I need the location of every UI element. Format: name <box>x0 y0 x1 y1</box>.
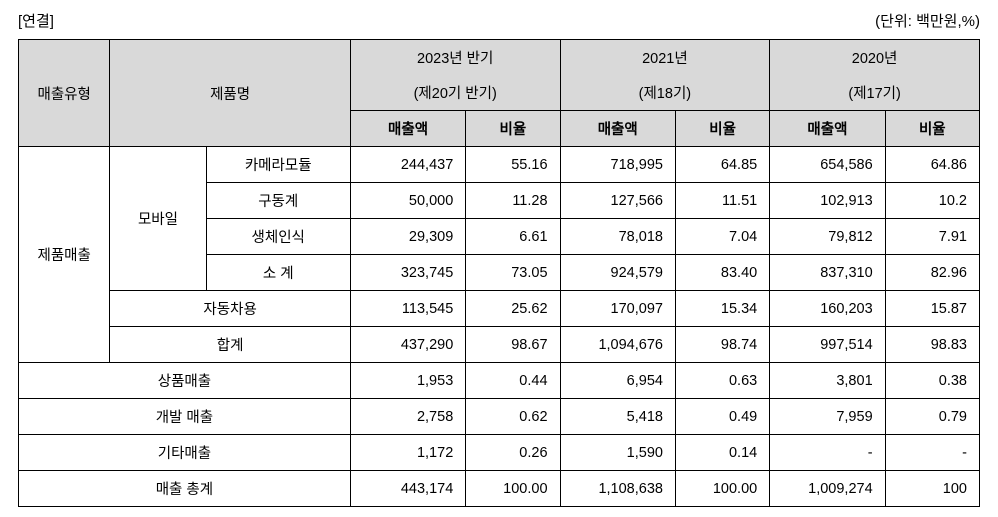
cell: 11.51 <box>675 183 769 219</box>
cell: 160,203 <box>770 291 885 327</box>
cell: 323,745 <box>350 255 465 291</box>
col-sales-3: 매출액 <box>770 111 885 147</box>
row-goods: 상품매출 1,953 0.44 6,954 0.63 3,801 0.38 <box>19 363 980 399</box>
cell: 100 <box>885 471 979 507</box>
cell: - <box>885 435 979 471</box>
cell-label: 소 계 <box>206 255 350 291</box>
row-dev: 개발 매출 2,758 0.62 5,418 0.49 7,959 0.79 <box>19 399 980 435</box>
cell-mobile: 모바일 <box>110 147 206 291</box>
cell: 0.62 <box>466 399 560 435</box>
col-sales-1: 매출액 <box>350 111 465 147</box>
header-right: (단위: 백만원,%) <box>875 10 980 31</box>
header-left: [연결] <box>18 10 54 31</box>
row-automotive: 자동차용 113,545 25.62 170,097 15.34 160,203… <box>19 291 980 327</box>
cell: 3,801 <box>770 363 885 399</box>
cell: 0.49 <box>675 399 769 435</box>
cell: 15.34 <box>675 291 769 327</box>
cell: 15.87 <box>885 291 979 327</box>
cell: 1,172 <box>350 435 465 471</box>
cell: 55.16 <box>466 147 560 183</box>
col-product: 제품명 <box>110 40 350 147</box>
col-period-2a: 2021년 <box>560 40 770 76</box>
cell: 113,545 <box>350 291 465 327</box>
cell: 11.28 <box>466 183 560 219</box>
cell: 718,995 <box>560 147 675 183</box>
row-grand: 매출 총계 443,174 100.00 1,108,638 100.00 1,… <box>19 471 980 507</box>
col-period-3a: 2020년 <box>770 40 980 76</box>
cell: 0.26 <box>466 435 560 471</box>
cell: 1,009,274 <box>770 471 885 507</box>
cell: 244,437 <box>350 147 465 183</box>
cell-label: 자동차용 <box>110 291 350 327</box>
col-period-1a: 2023년 반기 <box>350 40 560 76</box>
col-sales-2: 매출액 <box>560 111 675 147</box>
cell-label: 합계 <box>110 327 350 363</box>
cell-label: 기타매출 <box>19 435 351 471</box>
cell: 437,290 <box>350 327 465 363</box>
cell: 127,566 <box>560 183 675 219</box>
col-ratio-3: 비율 <box>885 111 979 147</box>
cell: 73.05 <box>466 255 560 291</box>
col-period-1b: (제20기 반기) <box>350 75 560 111</box>
sales-table: 매출유형 제품명 2023년 반기 2021년 2020년 (제20기 반기) … <box>18 39 980 507</box>
cell: 0.79 <box>885 399 979 435</box>
cell: 98.74 <box>675 327 769 363</box>
row-total: 합계 437,290 98.67 1,094,676 98.74 997,514… <box>19 327 980 363</box>
cell: 5,418 <box>560 399 675 435</box>
cell: 98.83 <box>885 327 979 363</box>
cell: 78,018 <box>560 219 675 255</box>
cell: 443,174 <box>350 471 465 507</box>
cell: 7.91 <box>885 219 979 255</box>
cell: 1,094,676 <box>560 327 675 363</box>
cell: 29,309 <box>350 219 465 255</box>
cell-product-sales: 제품매출 <box>19 147 110 363</box>
row-camera: 제품매출 모바일 카메라모듈 244,437 55.16 718,995 64.… <box>19 147 980 183</box>
cell: 6,954 <box>560 363 675 399</box>
col-ratio-2: 비율 <box>675 111 769 147</box>
cell-label: 생체인식 <box>206 219 350 255</box>
cell: 0.14 <box>675 435 769 471</box>
cell: 0.44 <box>466 363 560 399</box>
cell-label: 카메라모듈 <box>206 147 350 183</box>
cell: - <box>770 435 885 471</box>
cell-label: 상품매출 <box>19 363 351 399</box>
cell: 837,310 <box>770 255 885 291</box>
cell: 102,913 <box>770 183 885 219</box>
cell: 2,758 <box>350 399 465 435</box>
cell-label: 개발 매출 <box>19 399 351 435</box>
cell: 0.38 <box>885 363 979 399</box>
cell: 654,586 <box>770 147 885 183</box>
cell: 6.61 <box>466 219 560 255</box>
cell: 924,579 <box>560 255 675 291</box>
cell: 98.67 <box>466 327 560 363</box>
cell: 64.86 <box>885 147 979 183</box>
cell: 170,097 <box>560 291 675 327</box>
cell: 100.00 <box>466 471 560 507</box>
cell: 997,514 <box>770 327 885 363</box>
cell-label: 구동계 <box>206 183 350 219</box>
cell: 100.00 <box>675 471 769 507</box>
cell: 64.85 <box>675 147 769 183</box>
col-period-3b: (제17기) <box>770 75 980 111</box>
header-row-1: 매출유형 제품명 2023년 반기 2021년 2020년 <box>19 40 980 76</box>
col-period-2b: (제18기) <box>560 75 770 111</box>
row-other: 기타매출 1,172 0.26 1,590 0.14 - - <box>19 435 980 471</box>
cell: 0.63 <box>675 363 769 399</box>
col-type: 매출유형 <box>19 40 110 147</box>
cell: 1,590 <box>560 435 675 471</box>
cell-label: 매출 총계 <box>19 471 351 507</box>
cell: 1,953 <box>350 363 465 399</box>
cell: 79,812 <box>770 219 885 255</box>
cell: 83.40 <box>675 255 769 291</box>
cell: 10.2 <box>885 183 979 219</box>
col-ratio-1: 비율 <box>466 111 560 147</box>
cell: 7.04 <box>675 219 769 255</box>
cell: 50,000 <box>350 183 465 219</box>
cell: 82.96 <box>885 255 979 291</box>
cell: 7,959 <box>770 399 885 435</box>
cell: 1,108,638 <box>560 471 675 507</box>
cell: 25.62 <box>466 291 560 327</box>
header-row: [연결] (단위: 백만원,%) <box>18 10 980 31</box>
